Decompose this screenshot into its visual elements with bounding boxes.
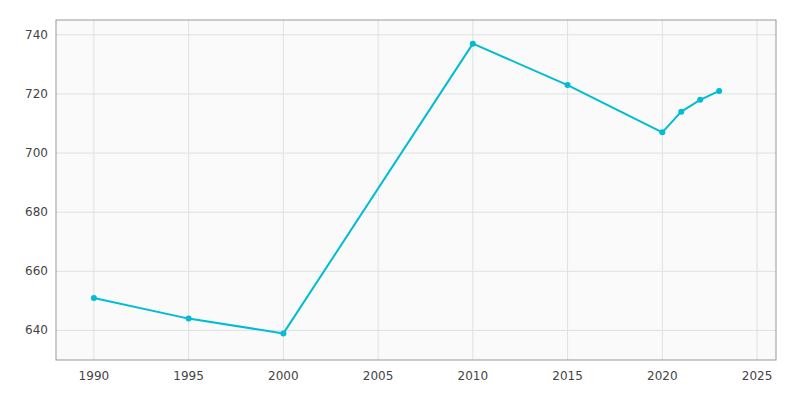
x-grid-line <box>567 20 568 360</box>
x-tick-label: 1990 <box>79 369 110 383</box>
line <box>94 44 719 334</box>
point <box>186 316 192 322</box>
x-grid-line <box>757 20 758 360</box>
point <box>659 129 665 135</box>
y-tick-label: 700 <box>25 146 48 160</box>
y-tick-label: 660 <box>25 264 48 278</box>
y-grid-line <box>56 93 776 94</box>
point <box>91 295 97 301</box>
y-tick-label: 640 <box>25 323 48 337</box>
x-grid-line <box>472 20 473 360</box>
x-grid-line <box>662 20 663 360</box>
point <box>716 88 722 94</box>
x-tick-label: 1995 <box>173 369 204 383</box>
series <box>91 41 722 337</box>
y-tick-label: 720 <box>25 87 48 101</box>
x-grid-line <box>93 20 94 360</box>
y-tick-label: 740 <box>25 28 48 42</box>
grid <box>56 20 776 360</box>
x-tick-label: 2015 <box>552 369 583 383</box>
axes: 1990 1995 2000 2005 2010 2015 2020 2025 640 660 68… <box>25 20 776 383</box>
x-tick-label: 2005 <box>363 369 394 383</box>
y-grid-line <box>56 271 776 272</box>
x-tick-label: 2000 <box>268 369 299 383</box>
x-tick-label: 2020 <box>647 369 678 383</box>
y-grid-line <box>56 212 776 213</box>
point <box>280 330 286 336</box>
x-grid-line <box>283 20 284 360</box>
y-grid-line <box>56 330 776 331</box>
x-tick-label: 2010 <box>458 369 489 383</box>
point <box>470 41 476 47</box>
chart-container: 1990 1995 2000 2005 2010 2015 2020 2025 640 660 68… <box>0 0 800 400</box>
x-grid-line <box>188 20 189 360</box>
point <box>565 82 571 88</box>
point <box>678 109 684 115</box>
y-tick-label: 680 <box>25 205 48 219</box>
plot-area <box>56 20 776 360</box>
point <box>697 97 703 103</box>
x-tick-label: 2025 <box>742 369 773 383</box>
y-grid-line <box>56 34 776 35</box>
plot-frame <box>56 20 776 360</box>
chart: 1990 1995 2000 2005 2010 2015 2020 2025 640 660 68… <box>0 0 800 400</box>
y-grid-line <box>56 153 776 154</box>
